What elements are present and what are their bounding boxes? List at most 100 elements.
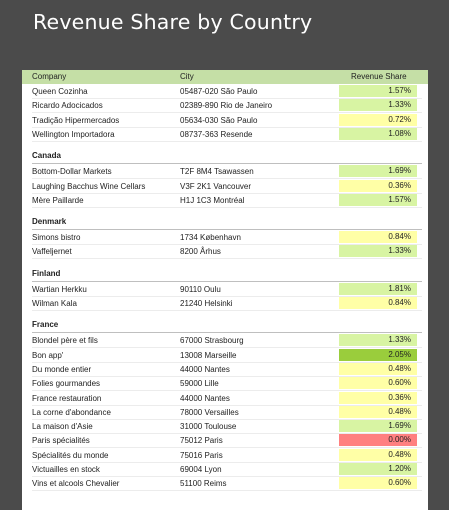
row-divider (32, 244, 422, 246)
company-cell: Wartian Herkku (32, 284, 87, 294)
row-divider (32, 140, 422, 142)
city-cell: 44000 Nantes (180, 364, 230, 374)
revenue-share-cell: 0.48% (339, 405, 417, 418)
row-divider (32, 404, 422, 406)
city-cell: 1734 København (180, 233, 241, 243)
company-cell: Vaffeljernet (32, 247, 72, 257)
row-divider (32, 192, 422, 194)
row-divider (32, 390, 422, 392)
revenue-share-cell: 1.20% (339, 463, 417, 475)
revenue-share-cell: 0.60% (339, 377, 417, 390)
revenue-share-cell: 1.08% (339, 127, 417, 140)
revenue-share-cell: 1.33% (339, 245, 417, 258)
revenue-share-cell: 1.69% (339, 165, 417, 178)
city-cell: 90110 Oulu (180, 284, 221, 294)
city-cell: 08737-363 Resende (180, 129, 253, 139)
revenue-share-cell: 1.69% (339, 420, 417, 433)
row-divider (32, 476, 422, 477)
city-cell: 02389-890 Rio de Janeiro (180, 101, 273, 111)
city-cell: 75016 Paris (180, 450, 223, 460)
row-divider (32, 126, 422, 128)
company-cell: Vins et alcools Chevalier (32, 479, 120, 489)
row-divider (32, 206, 422, 208)
company-cell: Tradição Hipermercados (32, 115, 120, 125)
revenue-share-cell: 0.60% (339, 477, 417, 490)
city-cell: 13008 Marseille (180, 350, 237, 360)
revenue-share-cell: 0.72% (339, 113, 417, 126)
company-cell: Simons bistro (32, 233, 81, 243)
row-divider (32, 361, 422, 363)
column-header-company[interactable]: Company (32, 72, 67, 81)
group-divider (32, 280, 422, 282)
city-cell: 59000 Lille (180, 379, 219, 389)
report-sheet: Company City Revenue Share Queen Cozinha… (22, 70, 428, 510)
group-divider (32, 163, 422, 165)
city-cell: 8200 Århus (180, 247, 221, 257)
city-cell: 78000 Versailles (180, 407, 239, 417)
revenue-share-cell: 0.36% (339, 179, 417, 192)
company-cell: Victuailles en stock (32, 465, 100, 474)
revenue-share-cell: 0.36% (339, 391, 417, 404)
row-divider (32, 295, 422, 297)
company-cell: Du monde entier (32, 364, 92, 374)
revenue-share-cell: 0.48% (339, 362, 417, 375)
row-divider (32, 490, 422, 492)
company-cell: Folies gourmandes (32, 379, 101, 389)
column-header-revenue[interactable]: Revenue Share (351, 72, 407, 81)
row-divider (32, 112, 422, 114)
revenue-share-cell: 1.81% (339, 282, 417, 295)
city-cell: 05634-030 São Paulo (180, 115, 258, 125)
row-divider (32, 461, 422, 463)
company-cell: La corne d'abondance (32, 407, 111, 417)
group-label: Canada (32, 151, 61, 161)
revenue-share-cell: 1.57% (339, 193, 417, 206)
column-header-city[interactable]: City (180, 72, 194, 81)
city-cell: 05487-020 São Paulo (180, 87, 258, 96)
company-cell: Laughing Bacchus Wine Cellars (32, 181, 146, 191)
city-cell: V3F 2K1 Vancouver (180, 181, 252, 191)
revenue-share-cell: 0.00% (339, 434, 417, 447)
city-cell: 75012 Paris (180, 436, 223, 446)
group-label: Denmark (32, 217, 67, 227)
row-divider (32, 178, 422, 180)
revenue-share-cell: 0.84% (339, 231, 417, 244)
row-divider (32, 347, 422, 349)
city-cell: 21240 Helsinki (180, 299, 233, 308)
city-cell: H1J 1C3 Montréal (180, 195, 245, 205)
row-divider (32, 375, 422, 377)
company-cell: La maison d'Asie (32, 422, 93, 432)
city-cell: 31000 Toulouse (180, 422, 237, 432)
row-divider (32, 447, 422, 449)
city-cell: 69004 Lyon (180, 465, 222, 474)
row-divider (32, 98, 422, 99)
revenue-share-cell: 0.84% (339, 297, 417, 309)
row-divider (32, 433, 422, 435)
row-divider (32, 310, 422, 311)
city-cell: 51100 Reims (180, 479, 227, 489)
group-divider (32, 229, 422, 231)
revenue-share-cell: 1.33% (339, 334, 417, 347)
city-cell: T2F 8M4 Tsawassen (180, 167, 254, 177)
revenue-share-cell: 1.33% (339, 99, 417, 112)
company-cell: Queen Cozinha (32, 87, 88, 96)
revenue-share-cell: 1.57% (339, 85, 417, 97)
company-cell: Blondel père et fils (32, 336, 98, 346)
row-divider (32, 258, 422, 260)
revenue-share-cell: 2.05% (339, 348, 417, 361)
report-title: Revenue Share by Country (33, 10, 313, 34)
company-cell: Wellington Importadora (32, 129, 115, 139)
revenue-share-cell: 0.48% (339, 448, 417, 461)
group-label: France (32, 320, 59, 330)
group-label: Finland (32, 268, 61, 278)
group-divider (32, 332, 422, 334)
company-cell: Bottom-Dollar Markets (32, 167, 112, 177)
company-cell: Bon app' (32, 350, 64, 360)
row-divider (32, 418, 422, 420)
company-cell: France restauration (32, 393, 102, 403)
city-cell: 44000 Nantes (180, 393, 230, 403)
column-header-row: Company City Revenue Share (22, 70, 428, 84)
company-cell: Paris spécialités (32, 436, 90, 446)
company-cell: Ricardo Adocicados (32, 101, 103, 111)
company-cell: Wilman Kala (32, 299, 77, 308)
city-cell: 67000 Strasbourg (180, 336, 244, 346)
